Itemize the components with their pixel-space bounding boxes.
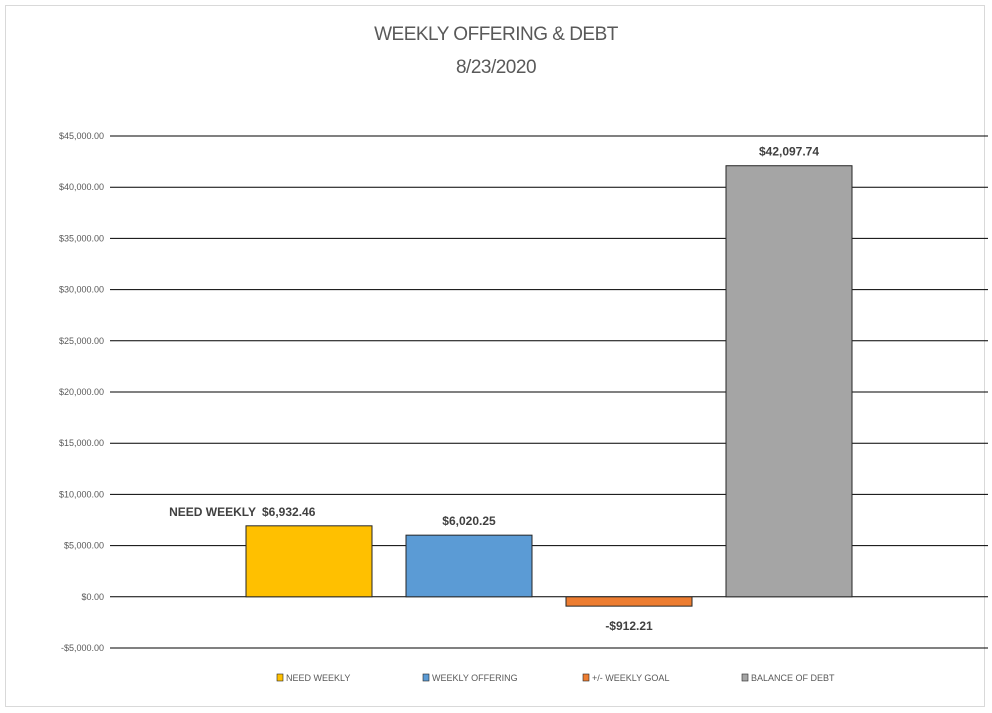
data-label: $6,932.46 [262,505,316,519]
y-tick-label: $10,000.00 [59,489,104,499]
y-tick-label: $25,000.00 [59,336,104,346]
data-label-annotation: NEED WEEKLY [169,505,256,519]
y-tick-label: $40,000.00 [59,182,104,192]
legend-swatch [276,673,284,682]
y-axis-tick-labels: -$5,000.00 $0.00 $5,000.00 $10,000.00 $15,00… [59,131,104,653]
y-tick-label: $20,000.00 [59,387,104,397]
legend-label: +/- WEEKLY GOAL [592,673,669,683]
data-label: -$912.21 [605,619,653,633]
bars [245,165,853,607]
chart-subtitle: 8/23/2020 [455,57,537,78]
bar [245,525,373,598]
y-tick-label: -$5,000.00 [61,643,104,653]
y-tick-label: $35,000.00 [59,233,104,243]
legend-swatch [422,673,430,682]
y-tick-label: $5,000.00 [64,541,104,551]
y-tick-label: $45,000.00 [59,131,104,141]
legend-swatch [741,673,749,682]
legend: NEED WEEKLY WEEKLY OFFERING +/- WEEKLY GOA… [276,673,835,683]
gridlines [110,135,988,649]
y-tick-label: $30,000.00 [59,285,104,295]
legend-label: NEED WEEKLY [286,673,350,683]
legend-label: WEEKLY OFFERING [432,673,518,683]
data-labels: $6,932.46 $6,020.25 -$912.21 $42,097.74 NEED… [169,145,819,633]
legend-swatch [582,673,590,682]
data-label: $6,020.25 [442,514,496,528]
chart-title: WEEKLY OFFERING & DEBT [374,24,618,45]
y-tick-label: $0.00 [81,592,104,602]
bar [565,596,693,607]
legend-label: BALANCE OF DEBT [751,673,835,683]
bar [725,165,853,598]
y-tick-label: $15,000.00 [59,438,104,448]
bar [405,534,533,598]
data-label: $42,097.74 [759,145,819,159]
